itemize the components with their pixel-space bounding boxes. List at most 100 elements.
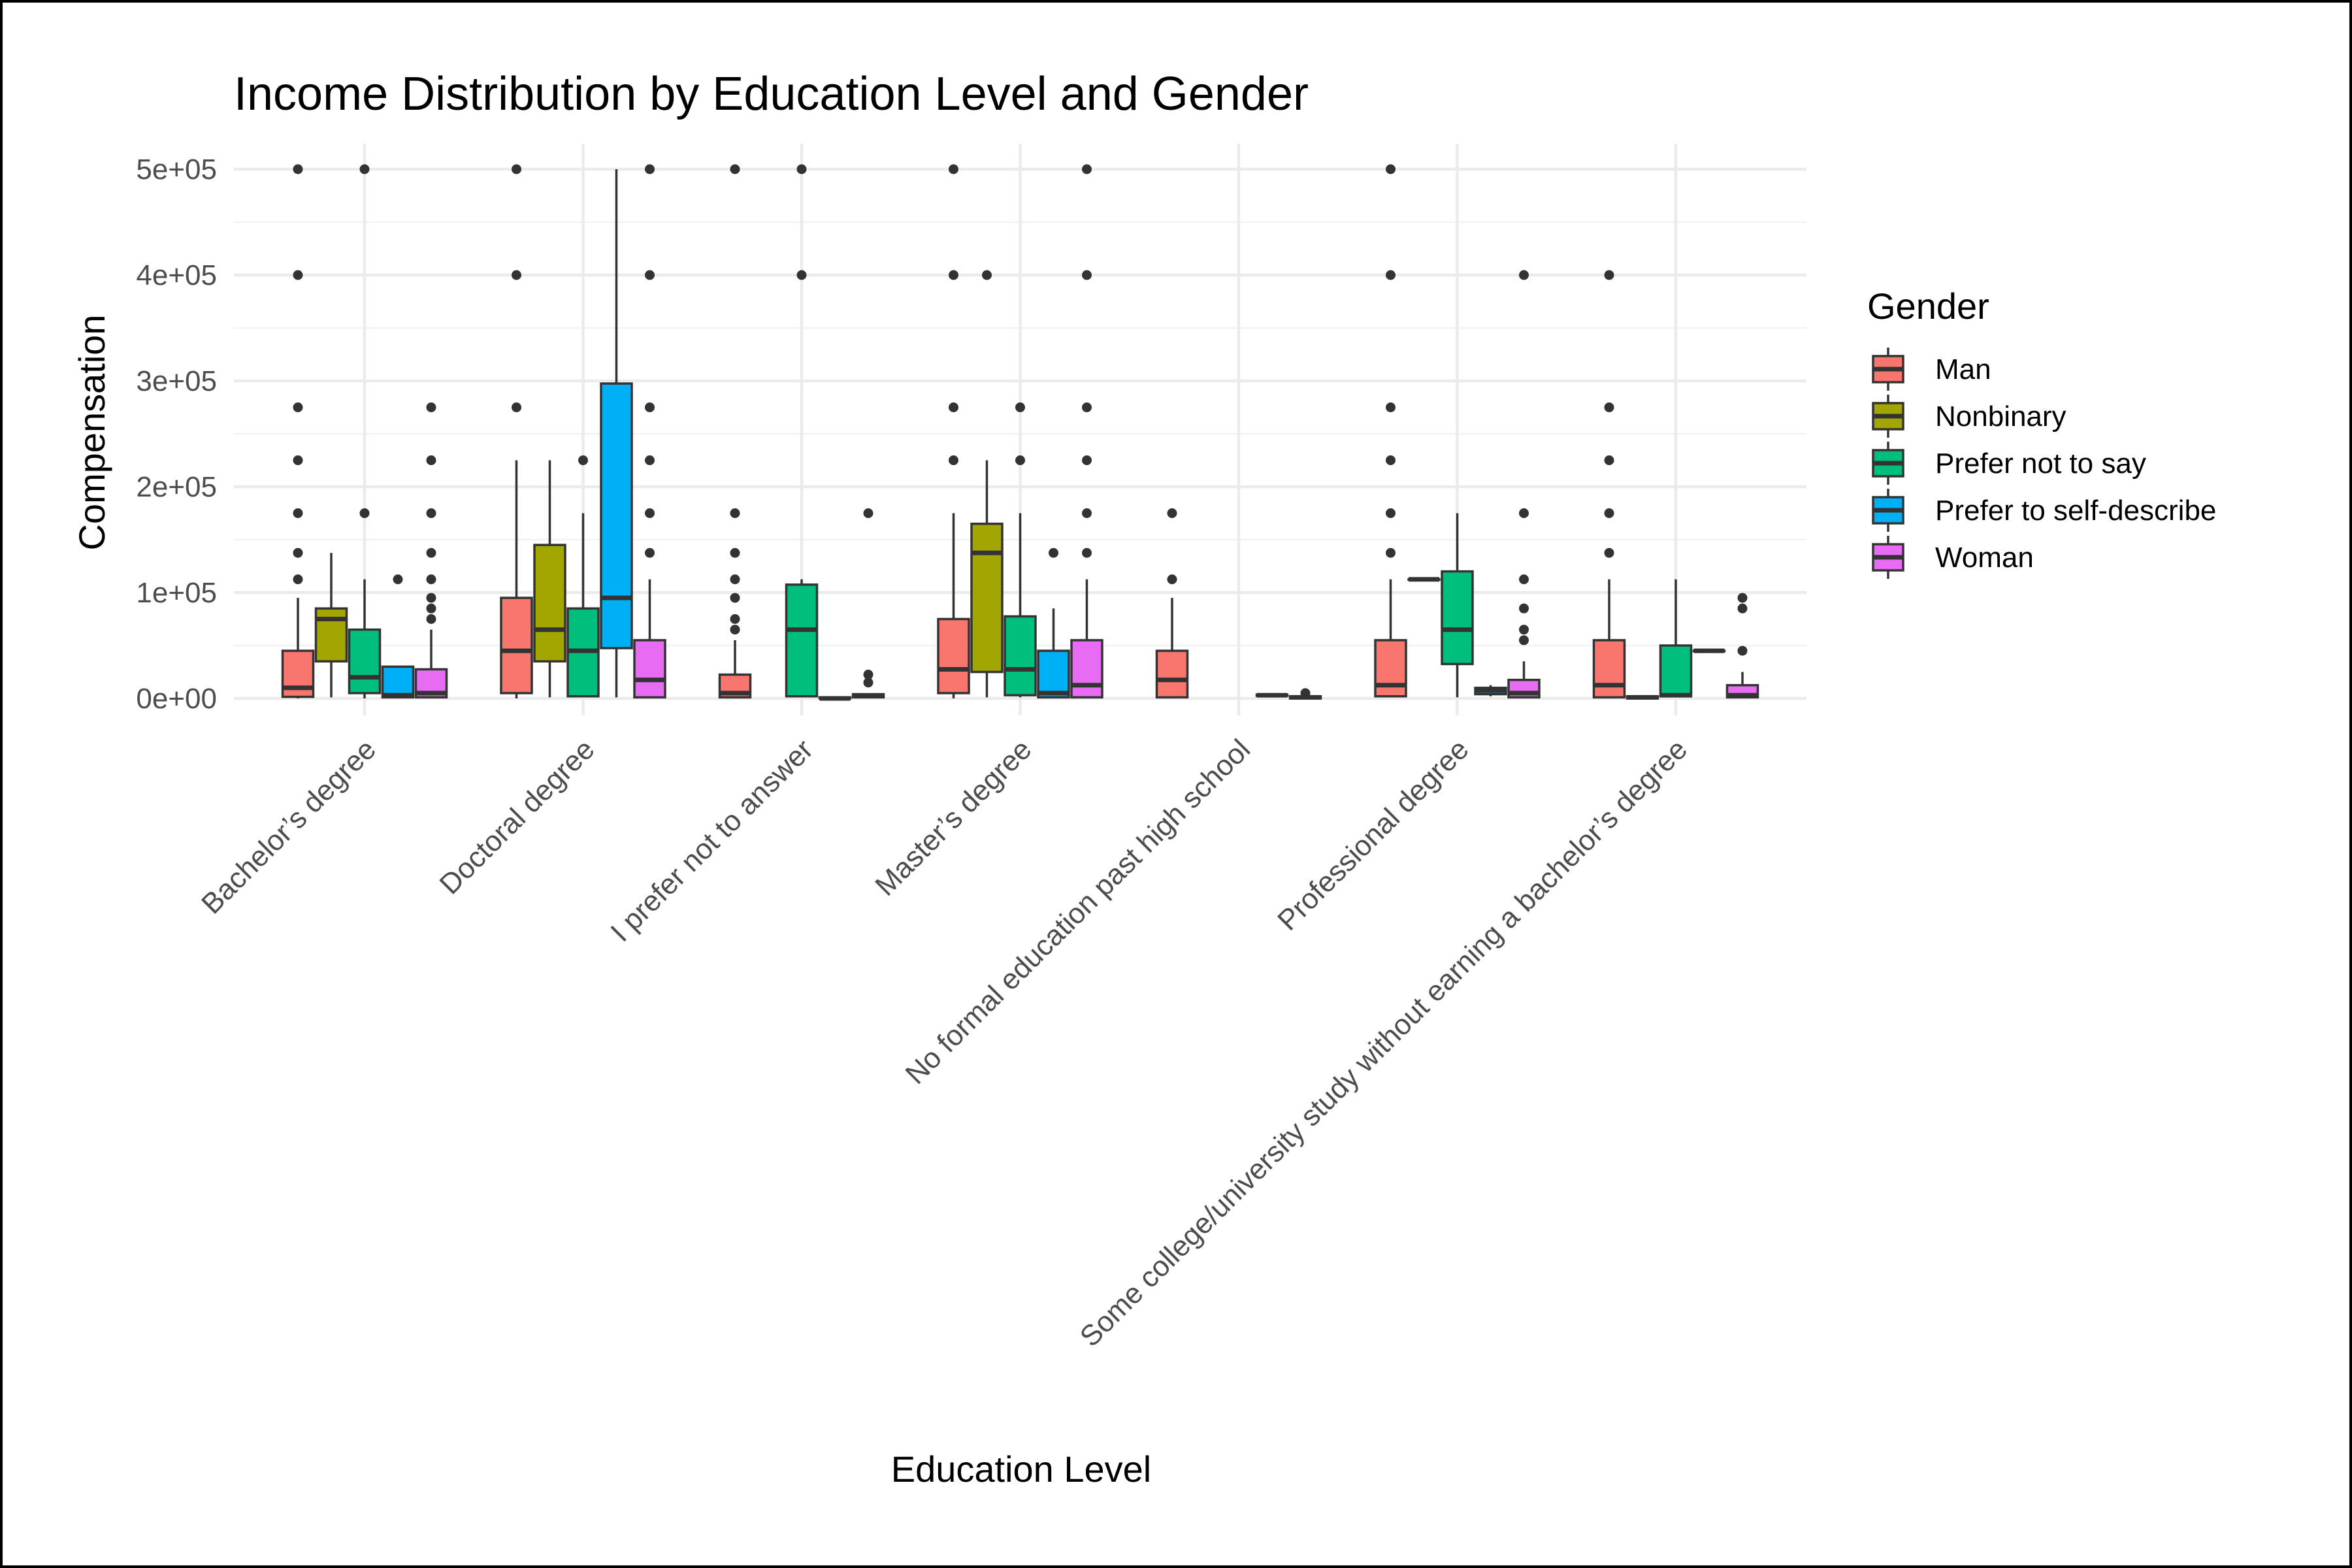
x-axis-title: Education Level bbox=[891, 1448, 1152, 1490]
outlier-point bbox=[512, 164, 521, 174]
y-tick-label: 4e+05 bbox=[136, 259, 217, 291]
y-tick-label: 0e+00 bbox=[136, 683, 217, 715]
outlier-point bbox=[796, 164, 807, 174]
y-tick-label: 5e+05 bbox=[136, 154, 217, 186]
box-iqr bbox=[1374, 639, 1407, 698]
box-iqr bbox=[1037, 649, 1070, 699]
outlier-point bbox=[949, 455, 958, 465]
box-iqr bbox=[1659, 644, 1693, 698]
box-plot bbox=[1155, 508, 1189, 699]
box-iqr bbox=[1155, 649, 1189, 699]
outlier-point bbox=[1082, 547, 1092, 558]
outlier-point bbox=[645, 270, 655, 280]
legend: Gender Man Nonbinary Prefer not to say Pref… bbox=[1867, 286, 2216, 579]
outlier-point bbox=[1519, 603, 1529, 613]
box-plot bbox=[785, 164, 819, 698]
outlier-point bbox=[1386, 402, 1396, 412]
box-plot bbox=[1037, 547, 1070, 699]
box-plots bbox=[281, 164, 1759, 701]
legend-item: Woman bbox=[1872, 536, 2034, 579]
box-plot bbox=[970, 270, 1004, 698]
box-plot bbox=[633, 164, 666, 699]
box-plot bbox=[533, 460, 566, 698]
y-tick-label: 3e+05 bbox=[136, 365, 217, 397]
outlier-point bbox=[1015, 402, 1025, 412]
outlier-point bbox=[1519, 508, 1529, 518]
outlier-point bbox=[1082, 164, 1092, 174]
outlier-point bbox=[1082, 402, 1092, 412]
outlier-point bbox=[1519, 574, 1529, 585]
box-iqr bbox=[600, 382, 633, 649]
legend-label: Prefer to self-describe bbox=[1935, 495, 2216, 527]
outlier-point bbox=[1082, 455, 1092, 465]
box-plot bbox=[1070, 164, 1103, 699]
outlier-point bbox=[730, 547, 740, 558]
outlier-point bbox=[1737, 593, 1748, 603]
legend-item: Prefer not to say bbox=[1872, 442, 2146, 485]
outlier-point bbox=[730, 625, 740, 635]
legend-item: Prefer to self-describe bbox=[1872, 489, 2216, 532]
outlier-point bbox=[426, 402, 436, 412]
outlier-point bbox=[1737, 645, 1748, 656]
box-plot bbox=[1725, 593, 1759, 699]
outlier-point bbox=[1082, 270, 1092, 280]
outlier-point bbox=[796, 270, 807, 280]
box-plot bbox=[348, 164, 382, 698]
outlier-point bbox=[645, 402, 655, 412]
box-plot bbox=[851, 508, 885, 699]
outlier-point bbox=[1519, 635, 1529, 645]
outlier-point bbox=[359, 164, 370, 174]
outlier-point bbox=[1049, 547, 1058, 558]
y-axis: 0e+00 1e+05 2e+05 3e+05 4e+05 5e+05 bbox=[136, 154, 217, 715]
outlier-point bbox=[645, 455, 655, 465]
outlier-point bbox=[1386, 547, 1396, 558]
outlier-point bbox=[1386, 455, 1396, 465]
box-iqr bbox=[1070, 639, 1103, 699]
outlier-point bbox=[512, 402, 521, 412]
outlier-point bbox=[730, 614, 740, 624]
outlier-point bbox=[426, 593, 436, 603]
outlier-point bbox=[863, 670, 874, 680]
outlier-point bbox=[982, 270, 992, 280]
outlier-point bbox=[1604, 547, 1614, 558]
outlier-point bbox=[1519, 625, 1529, 635]
outlier-point bbox=[426, 508, 436, 518]
box-iqr bbox=[937, 617, 970, 694]
box-plot bbox=[718, 164, 752, 699]
outlier-point bbox=[426, 455, 436, 465]
outlier-point bbox=[730, 508, 740, 518]
outlier-point bbox=[949, 270, 958, 280]
legend-items: Man Nonbinary Prefer not to say Prefer to s… bbox=[1872, 348, 2216, 579]
outlier-point bbox=[1167, 574, 1177, 585]
outlier-point bbox=[393, 574, 403, 585]
outlier-point bbox=[293, 547, 303, 558]
outlier-point bbox=[863, 678, 874, 688]
outlier-point bbox=[293, 574, 303, 585]
outlier-point bbox=[293, 402, 303, 412]
legend-label: Prefer not to say bbox=[1935, 448, 2146, 480]
outlier-point bbox=[1386, 270, 1396, 280]
outlier-point bbox=[1519, 270, 1529, 280]
outlier-point bbox=[1386, 164, 1396, 174]
legend-title: Gender bbox=[1867, 286, 1989, 327]
chart-title: Income Distribution by Education Level a… bbox=[234, 68, 1309, 120]
outlier-point bbox=[426, 574, 436, 585]
outlier-point bbox=[1082, 508, 1092, 518]
box-plot bbox=[500, 164, 533, 698]
outlier-point bbox=[730, 593, 740, 603]
legend-label: Man bbox=[1935, 353, 1991, 385]
outlier-point bbox=[426, 614, 436, 624]
outlier-point bbox=[293, 508, 303, 518]
outlier-point bbox=[1604, 455, 1614, 465]
box-plot bbox=[281, 164, 315, 698]
box-plot bbox=[381, 574, 415, 699]
outlier-point bbox=[293, 270, 303, 280]
box-iqr bbox=[348, 628, 382, 694]
box-plot bbox=[1659, 579, 1693, 698]
y-tick-label: 2e+05 bbox=[136, 471, 217, 503]
grid bbox=[234, 144, 1806, 715]
outlier-point bbox=[426, 603, 436, 613]
outlier-point bbox=[1167, 508, 1177, 518]
outlier-point bbox=[645, 164, 655, 174]
outlier-point bbox=[426, 547, 436, 558]
